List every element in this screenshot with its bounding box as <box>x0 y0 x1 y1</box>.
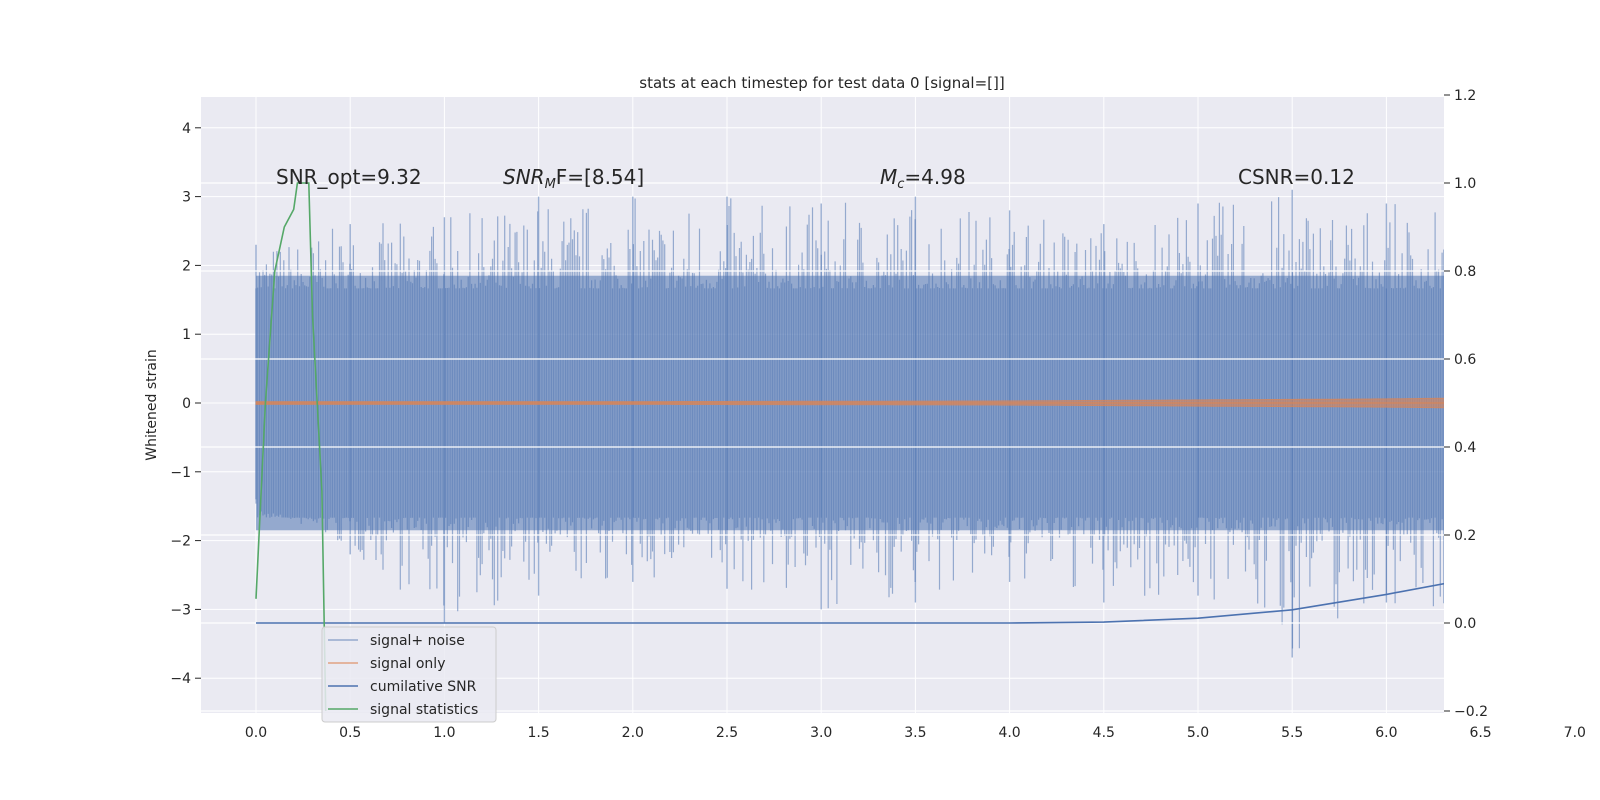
x-tick-label: 3.0 <box>810 725 832 741</box>
y-tick-label: −3 <box>170 602 191 618</box>
x-tick-label: 0.0 <box>245 725 267 741</box>
annotation-snr-mf: SNRMF=[8.54] <box>503 165 644 192</box>
y2-axis-ticks: 1.2 1.0 0.8 0.6 0.4 0.2 0.0 −0.2 <box>1444 88 1488 720</box>
annotation-csnr: CSNR=0.12 <box>1238 165 1355 189</box>
x-tick-label: 7.0 <box>1564 725 1586 741</box>
y-tick-label: 2 <box>182 258 191 274</box>
x-tick-label: 2.0 <box>622 725 644 741</box>
y-tick-label: −1 <box>170 465 191 481</box>
y2-tick-label: 1.0 <box>1454 176 1476 192</box>
y2-tick-label: 0.6 <box>1454 352 1476 368</box>
y-tick-label: 0 <box>182 396 191 412</box>
x-tick-label: 2.5 <box>716 725 738 741</box>
y-tick-label: −4 <box>170 671 191 687</box>
x-tick-label: 5.5 <box>1281 725 1303 741</box>
legend-box <box>321 626 497 723</box>
x-axis-ticks: 0.0 0.5 1.0 1.5 2.0 2.5 3.0 3.5 4.0 4.5 5.0 5.5 6.0 6… <box>245 725 1586 741</box>
y2-tick-label: −0.2 <box>1454 704 1488 720</box>
annotation-mc-suffix: =4.98 <box>904 165 965 189</box>
y-axis-label: Whitened strain <box>144 349 160 460</box>
annotation-mc: Mc=4.98 <box>880 165 966 192</box>
x-tick-label: 6.5 <box>1469 725 1491 741</box>
y2-tick-label: 0.4 <box>1454 440 1476 456</box>
annotation-mc-prefix: M <box>880 165 897 189</box>
y-tick-label: 4 <box>182 121 191 137</box>
annotation-snr-opt: SNR_opt=9.32 <box>276 165 422 189</box>
cumulative-snr-line <box>256 582 1444 624</box>
chart-title: stats at each timestep for test data 0 [… <box>639 74 1004 92</box>
legend-label-stats: signal statistics <box>370 702 478 718</box>
y-tick-label: −2 <box>170 534 191 550</box>
annotation-mc-sub: c <box>897 177 904 192</box>
x-tick-label: 4.0 <box>998 725 1020 741</box>
annotation-snr-mf-sub: M <box>545 177 556 192</box>
annotation-snr-mf-prefix: SNR <box>503 165 545 189</box>
x-tick-label: 5.0 <box>1187 725 1209 741</box>
x-tick-label: 0.5 <box>339 725 361 741</box>
x-tick-label: 1.5 <box>527 725 549 741</box>
signal-statistics-series <box>255 182 327 712</box>
y2-tick-label: 1.2 <box>1454 88 1476 104</box>
y2-tick-label: 0.8 <box>1454 264 1476 280</box>
y2-tick-label: 0.2 <box>1454 528 1476 544</box>
y-axis-ticks: 4 3 2 1 0 −1 −2 −3 −4 <box>170 121 201 687</box>
x-tick-label: 4.5 <box>1093 725 1115 741</box>
signal-statistics-segment <box>255 182 327 712</box>
y2-tick-label: 0.0 <box>1454 616 1476 632</box>
legend-label-noise: signal+ noise <box>370 633 465 649</box>
y-tick-label: 3 <box>182 190 191 206</box>
legend: signal+ noise signal only cumilative SNR… <box>321 626 497 723</box>
annotation-snr-mf-suffix: F=[8.54] <box>556 165 644 189</box>
legend-label-signal: signal only <box>370 656 445 672</box>
legend-label-csnr: cumilative SNR <box>370 679 477 695</box>
y-tick-label: 1 <box>182 327 191 343</box>
x-tick-label: 1.0 <box>433 725 455 741</box>
x-tick-label: 6.0 <box>1375 725 1397 741</box>
x-tick-label: 3.5 <box>904 725 926 741</box>
signal-only-series <box>255 397 1444 409</box>
